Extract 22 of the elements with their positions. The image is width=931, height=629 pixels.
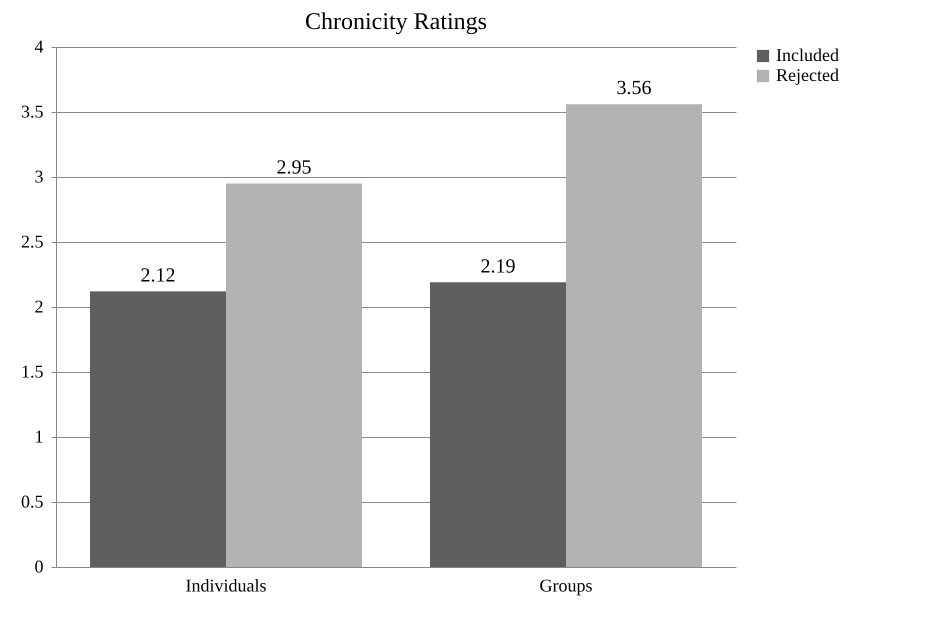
- y-tick-label: 2.5: [21, 232, 44, 252]
- legend-label: Rejected: [776, 65, 839, 85]
- data-label: 2.95: [276, 156, 312, 178]
- data-label: 2.12: [140, 264, 176, 286]
- y-tick-label: 1: [34, 426, 44, 446]
- x-tick-label: Groups: [540, 576, 592, 596]
- chart-title: Chronicity Ratings: [305, 9, 487, 35]
- data-label: 2.19: [480, 255, 516, 278]
- x-tick-label: Individuals: [186, 576, 266, 596]
- y-tick-label: 4: [34, 36, 44, 56]
- y-tick-label: 3.5: [21, 102, 44, 122]
- y-tick-label: 0.5: [21, 492, 44, 512]
- y-tick-label: 3: [34, 166, 44, 186]
- legend-label: Included: [776, 45, 839, 65]
- data-label: 3.56: [616, 77, 652, 100]
- y-tick-label: 0: [34, 556, 44, 576]
- bar: [90, 291, 226, 567]
- bar: [430, 282, 566, 567]
- bar: [226, 184, 362, 567]
- bar: [566, 104, 702, 567]
- y-tick-label: 1.5: [21, 362, 44, 382]
- y-tick-label: 2: [34, 296, 44, 316]
